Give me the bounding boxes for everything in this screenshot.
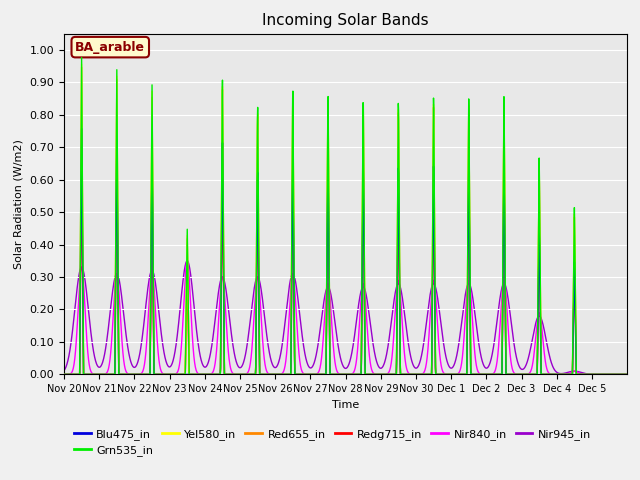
Red655_in	[380, 372, 387, 377]
Redg715_in	[116, 372, 124, 377]
Redg715_in	[547, 372, 555, 377]
Yel580_in	[515, 372, 523, 377]
Grn535_in	[616, 372, 623, 377]
Line: Redg715_in: Redg715_in	[64, 171, 627, 374]
Nir945_in	[515, 364, 523, 370]
Legend: Blu475_in, Grn535_in, Yel580_in, Red655_in, Redg715_in, Nir840_in, Nir945_in: Blu475_in, Grn535_in, Yel580_in, Red655_…	[70, 424, 595, 460]
Nir840_in	[184, 258, 191, 264]
Nir945_in	[238, 363, 246, 369]
Nir945_in	[616, 372, 623, 377]
Grn535_in	[238, 372, 246, 377]
Blu475_in	[616, 372, 623, 377]
Yel580_in	[60, 372, 68, 377]
Nir840_in	[380, 372, 387, 377]
Nir840_in	[116, 310, 124, 315]
Text: BA_arable: BA_arable	[76, 41, 145, 54]
Grn535_in	[380, 372, 387, 377]
Grn535_in	[623, 372, 631, 377]
Redg715_in	[78, 168, 86, 174]
Nir840_in	[60, 372, 68, 377]
Line: Yel580_in: Yel580_in	[64, 64, 627, 374]
Blu475_in	[515, 372, 523, 377]
Yel580_in	[547, 372, 555, 377]
Red655_in	[623, 372, 631, 377]
Yel580_in	[78, 61, 86, 67]
Yel580_in	[380, 372, 387, 377]
Yel580_in	[623, 372, 631, 377]
Nir840_in	[616, 372, 623, 377]
Blu475_in	[623, 372, 631, 377]
Grn535_in	[60, 372, 68, 377]
Yel580_in	[238, 372, 246, 377]
Blu475_in	[116, 372, 124, 377]
Redg715_in	[238, 372, 246, 377]
Redg715_in	[623, 372, 631, 377]
Blu475_in	[380, 372, 387, 377]
Redg715_in	[515, 372, 523, 377]
Red655_in	[60, 372, 68, 377]
Nir945_in	[116, 283, 124, 289]
Red655_in	[78, 64, 86, 70]
X-axis label: Time: Time	[332, 400, 359, 409]
Line: Blu475_in: Blu475_in	[64, 129, 627, 374]
Blu475_in	[238, 372, 246, 377]
Title: Incoming Solar Bands: Incoming Solar Bands	[262, 13, 429, 28]
Grn535_in	[515, 372, 523, 377]
Red655_in	[515, 372, 523, 377]
Nir945_in	[380, 362, 387, 368]
Nir840_in	[515, 372, 523, 377]
Blu475_in	[60, 372, 68, 377]
Nir840_in	[547, 372, 555, 377]
Nir945_in	[623, 372, 631, 377]
Line: Nir840_in: Nir840_in	[64, 261, 627, 374]
Nir945_in	[184, 258, 191, 264]
Y-axis label: Solar Radiation (W/m2): Solar Radiation (W/m2)	[14, 139, 24, 269]
Redg715_in	[616, 372, 623, 377]
Yel580_in	[616, 372, 623, 377]
Grn535_in	[547, 372, 555, 377]
Nir840_in	[623, 372, 631, 377]
Line: Nir945_in: Nir945_in	[64, 261, 627, 374]
Red655_in	[238, 372, 246, 377]
Blu475_in	[547, 372, 555, 377]
Grn535_in	[116, 372, 124, 377]
Red655_in	[116, 372, 124, 377]
Nir840_in	[238, 372, 246, 377]
Redg715_in	[60, 372, 68, 377]
Red655_in	[547, 372, 555, 377]
Redg715_in	[380, 372, 387, 377]
Line: Red655_in: Red655_in	[64, 67, 627, 374]
Nir945_in	[60, 368, 68, 373]
Line: Grn535_in: Grn535_in	[64, 58, 627, 374]
Yel580_in	[116, 372, 124, 377]
Grn535_in	[78, 55, 86, 60]
Blu475_in	[78, 126, 86, 132]
Red655_in	[616, 372, 623, 377]
Nir945_in	[547, 359, 555, 365]
